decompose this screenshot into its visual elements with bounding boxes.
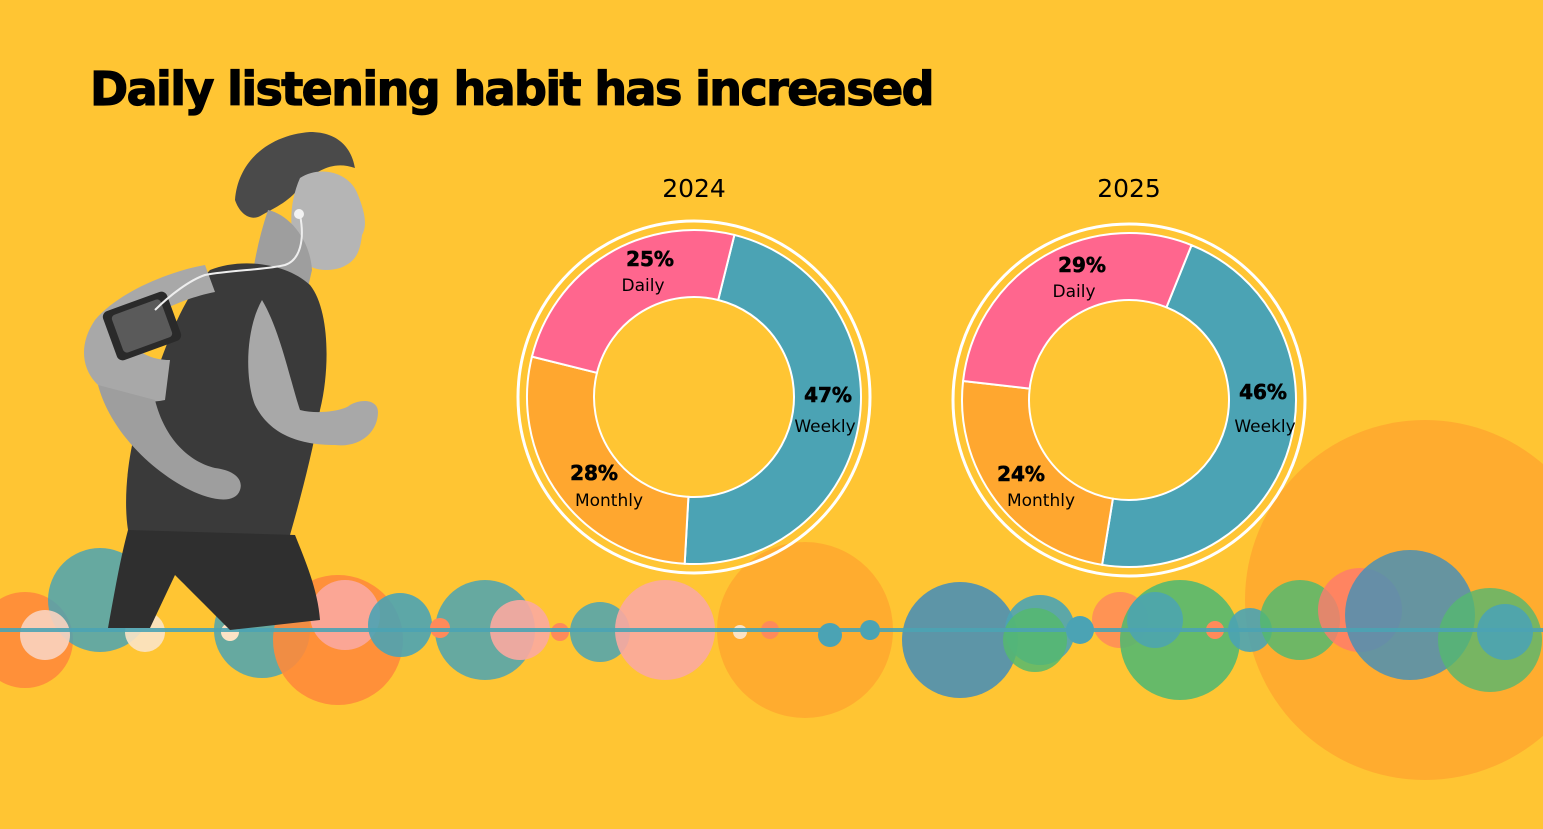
data-label-monthly-name: Monthly xyxy=(1007,491,1075,511)
data-label-daily-name: Daily xyxy=(621,276,664,296)
donut-chart-2024: 2024 47% Weekly 28% Monthly 25% Daily xyxy=(516,174,872,575)
data-label-weekly-percent: 47% xyxy=(804,383,852,407)
donut-segment-daily xyxy=(530,229,736,375)
donut-segment-weekly xyxy=(683,233,862,565)
runner-with-earphones-photo xyxy=(83,132,378,630)
chart-year-label: 2025 xyxy=(1097,174,1161,203)
data-label-daily-percent: 25% xyxy=(626,247,674,271)
chart-year-label: 2024 xyxy=(662,174,726,203)
donut-outer-ring xyxy=(516,219,872,575)
data-label-weekly-name: Weekly xyxy=(1234,417,1295,437)
donut-segment-weekly xyxy=(1100,243,1297,568)
data-label-weekly-percent: 46% xyxy=(1239,380,1287,404)
data-label-monthly-percent: 24% xyxy=(997,462,1045,486)
data-label-daily-percent: 29% xyxy=(1058,253,1106,277)
donut-segment-daily xyxy=(961,232,1193,390)
donut-segment-monthly xyxy=(526,355,690,565)
data-label-weekly-name: Weekly xyxy=(794,417,855,437)
data-label-monthly-percent: 28% xyxy=(570,461,618,485)
donut-chart-2025: 2025 46% Weekly 24% Monthly 29% Daily xyxy=(951,174,1307,578)
donut-segment-monthly xyxy=(961,379,1115,566)
data-label-daily-name: Daily xyxy=(1052,282,1095,302)
data-label-monthly-name: Monthly xyxy=(575,491,643,511)
donut-outer-ring xyxy=(951,222,1307,578)
page-title: Daily listening habit has increased xyxy=(89,61,935,116)
